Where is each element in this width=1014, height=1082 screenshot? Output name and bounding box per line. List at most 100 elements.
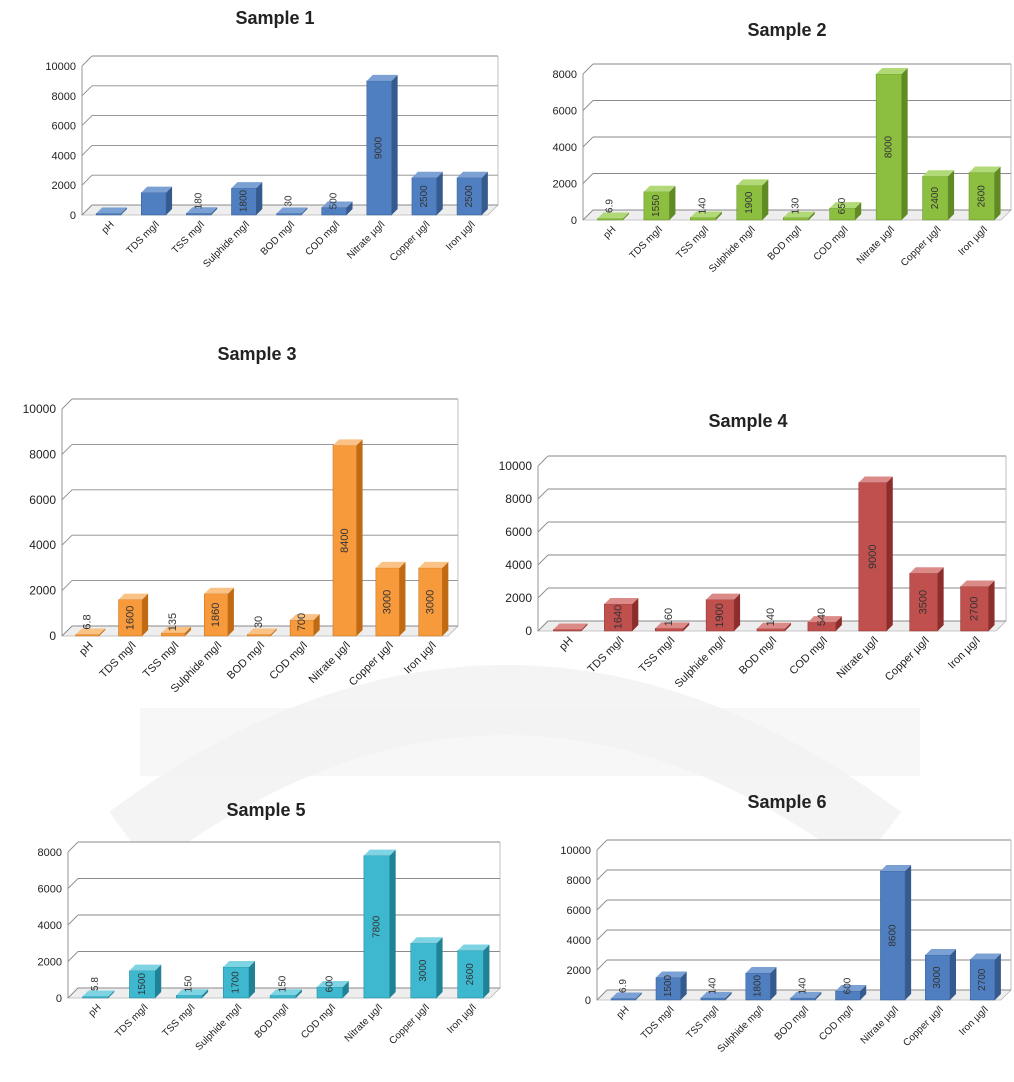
x-tick-label: Sulphide mg/l <box>201 219 252 270</box>
y-tick-label: 0 <box>56 993 62 1005</box>
x-tick-label: Nitrate µg/l <box>855 224 897 266</box>
bar <box>610 992 642 1001</box>
bar-side <box>784 622 791 631</box>
bar-data-label: 9000 <box>867 545 879 569</box>
gridline-depth <box>61 534 73 546</box>
gridline-depth <box>596 989 608 1001</box>
bar-side <box>669 185 676 220</box>
gridline-depth <box>596 869 608 881</box>
bar-side <box>815 991 822 1000</box>
gridline-depth <box>582 100 594 111</box>
bar <box>643 185 676 221</box>
gridline-depth <box>537 455 549 467</box>
y-tick-label: 10000 <box>499 459 533 473</box>
bar-top <box>858 476 893 483</box>
bar-front <box>553 629 582 632</box>
bar-data-label: 150 <box>278 975 289 992</box>
gridline-depth <box>81 85 93 97</box>
x-tick-label: TDS mg/l <box>125 219 162 256</box>
bar-side <box>227 587 234 636</box>
bar-data-label: 6.8 <box>81 614 93 629</box>
gridline-depth <box>582 136 594 148</box>
bar-data-label: 600 <box>324 975 335 992</box>
bar-top <box>604 597 639 604</box>
gridline-depth <box>596 839 608 851</box>
bar <box>176 989 209 999</box>
bar-data-label: 2500 <box>464 185 475 208</box>
bar-top <box>807 616 842 623</box>
y-tick-label: 10000 <box>23 402 57 416</box>
bar-side <box>295 989 302 998</box>
gridline-depth <box>67 914 79 926</box>
gridline-depth <box>537 554 549 566</box>
x-tick-label: Nitrate µg/l <box>859 1004 901 1046</box>
bar <box>756 622 791 632</box>
x-tick-label: BOD mg/l <box>259 219 297 257</box>
bar-side <box>142 593 149 636</box>
x-tick-label: Copper µg/l <box>347 640 396 689</box>
bar-front <box>276 213 302 216</box>
x-tick-label: Sulphide mg/l <box>194 1002 245 1053</box>
bar-side <box>622 212 629 220</box>
bar <box>745 967 777 1001</box>
x-tick-label: Iron µg/l <box>957 1004 990 1037</box>
bar-data-label: 2600 <box>465 963 476 986</box>
x-tick-label: TDS mg/l <box>586 635 627 676</box>
x-tick-label: Copper µg/l <box>387 1002 431 1046</box>
bar-data-label: 2600 <box>976 185 987 208</box>
bar-front <box>705 599 735 632</box>
bar-front <box>246 634 272 637</box>
bar-top <box>757 622 791 629</box>
bar-top <box>690 211 722 218</box>
bar-front <box>222 966 250 999</box>
bar-data-label: 8600 <box>887 924 898 947</box>
y-tick-label: 2000 <box>553 179 577 191</box>
bar-side <box>762 179 769 220</box>
gridline-depth <box>582 209 594 221</box>
bar-side <box>770 967 777 1000</box>
bar-top <box>922 170 955 177</box>
bar-top <box>706 593 741 600</box>
bar <box>118 593 149 637</box>
gridline-depth <box>582 63 594 75</box>
bar-data-label: 9000 <box>374 136 385 159</box>
bar <box>366 74 398 216</box>
gridline-depth <box>537 521 549 533</box>
x-tick-label: COD mg/l <box>787 635 830 678</box>
chart-sample-3: Sample 3 0 2000 4000 6000 8000 10000 6.8 pH 1600 T… <box>0 330 470 730</box>
bar <box>161 626 192 637</box>
bar-side <box>683 622 690 631</box>
bar-front <box>129 970 156 999</box>
bar-side <box>950 949 957 1000</box>
bar <box>654 622 690 632</box>
bar-front <box>411 177 437 216</box>
bar-front <box>604 603 633 632</box>
bar <box>186 207 218 216</box>
gridline-depth <box>81 115 93 126</box>
bar-side <box>346 201 353 215</box>
gridline-depth <box>61 580 73 591</box>
bar-front <box>654 628 684 632</box>
bar-data-label: 1700 <box>231 971 242 994</box>
y-tick-label: 2000 <box>567 965 591 977</box>
y-tick-label: 4000 <box>567 935 591 947</box>
chart-sample-2: Sample 2 0 2000 4000 6000 8000 6.9 pH 1550 TDS mg… <box>525 0 1014 300</box>
bar-top <box>276 207 308 214</box>
bar-top <box>553 623 588 630</box>
bar-side <box>356 439 363 636</box>
x-tick-label: TSS mg/l <box>674 224 711 261</box>
bar-front <box>782 217 810 221</box>
x-tick-label: COD mg/l <box>303 219 342 258</box>
bar-top <box>411 171 443 178</box>
x-tick-label: BOD mg/l <box>773 1004 811 1042</box>
bar-data-label: 2700 <box>969 596 981 620</box>
bar-data-label: 140 <box>765 608 777 626</box>
x-tick-label: Sulphide mg/l <box>673 635 729 691</box>
bar-top <box>129 964 162 971</box>
bar <box>363 849 396 999</box>
bar-data-label: 3000 <box>932 966 943 989</box>
x-tick-label: Sulphide mg/l <box>716 1004 767 1055</box>
chart-title: Sample 6 <box>747 792 826 812</box>
bar-front <box>597 218 624 221</box>
y-tick-label: 6000 <box>29 493 56 507</box>
